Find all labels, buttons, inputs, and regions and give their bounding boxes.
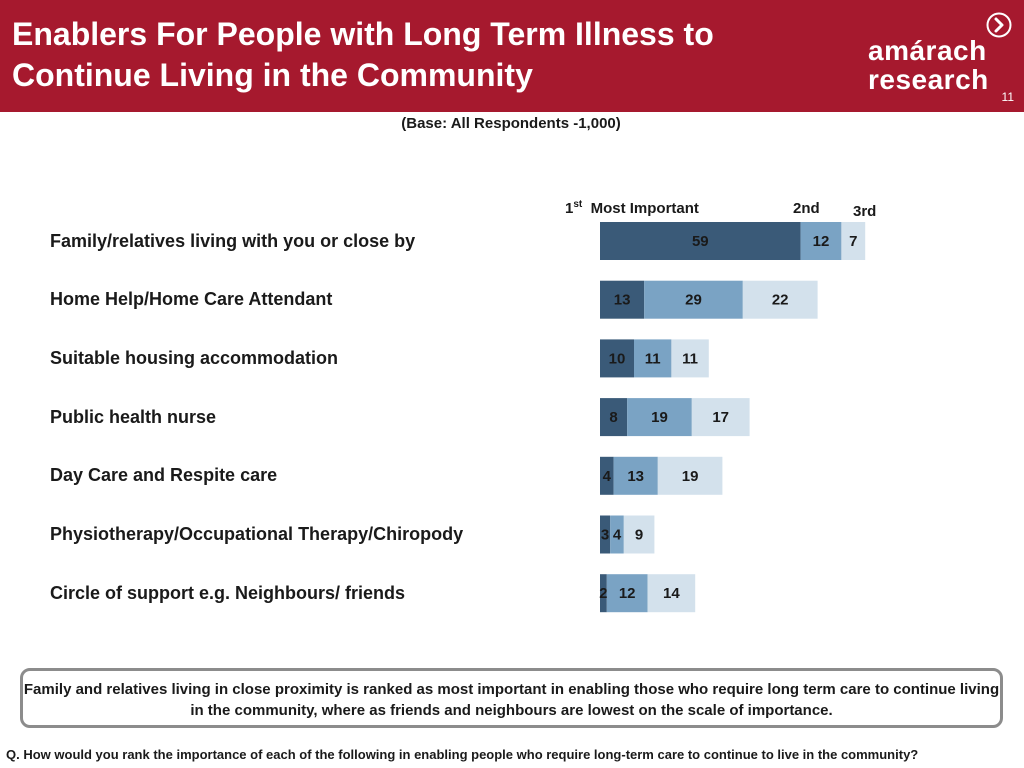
data-label-third-row-4: 17 xyxy=(712,409,729,426)
data-label-third-row-3: 11 xyxy=(682,350,698,367)
bar-first-row-6 xyxy=(600,515,611,554)
row-label-housing: Suitable housing accommodation xyxy=(50,348,339,368)
data-label-first-row-3: 10 xyxy=(609,350,626,367)
logo-line-1: amárach xyxy=(868,35,987,66)
summary-text: Family and relatives living in close pro… xyxy=(23,681,1000,719)
data-label-second-row-6: 4 xyxy=(613,527,622,544)
page-title: Enablers For People with Long Term Illne… xyxy=(12,14,812,96)
data-label-first-row-5: 4 xyxy=(603,468,612,485)
legend-first-rest: Most Important xyxy=(590,200,699,217)
row-label-home-help: Home Help/Home Care Attendant xyxy=(50,289,333,309)
legend-first: 1st Most Important xyxy=(565,199,699,217)
bar-second-row-6 xyxy=(610,515,624,554)
title-line-1: Enablers For People with Long Term Illne… xyxy=(12,16,714,52)
bar-third-row-2 xyxy=(742,280,818,319)
data-label-third-row-1: 7 xyxy=(849,233,857,250)
data-label-first-row-1: 59 xyxy=(692,233,709,250)
bar-second-row-7 xyxy=(606,574,648,613)
data-label-second-row-4: 19 xyxy=(651,409,668,426)
bar-second-row-5 xyxy=(613,456,658,495)
data-label-second-row-3: 11 xyxy=(645,350,661,367)
bar-first-row-5 xyxy=(600,456,614,495)
chevron-circle-icon xyxy=(986,12,1012,38)
legend-first-number: 1 xyxy=(565,200,574,217)
row-label-health-nurse: Public health nurse xyxy=(50,407,217,427)
data-label-second-row-5: 13 xyxy=(627,468,644,485)
data-label-first-row-4: 8 xyxy=(609,409,617,426)
bar-first-row-1 xyxy=(600,222,801,260)
row-label-circle-of-support: Circle of support e.g. Neighbours/ frien… xyxy=(50,583,406,603)
summary-box: Family and relatives living in close pro… xyxy=(20,668,1003,728)
data-label-second-row-2: 29 xyxy=(685,292,702,309)
bar-second-row-4 xyxy=(627,398,692,437)
row-label-family: Family/relatives living with you or clos… xyxy=(50,231,416,251)
logo-line-2: research xyxy=(868,64,989,95)
bar-third-row-1 xyxy=(841,222,866,260)
bar-first-row-3 xyxy=(600,339,634,378)
bar-second-row-1 xyxy=(800,222,842,260)
row-label-physiotherapy: Physiotherapy/Occupational Therapy/Chiro… xyxy=(50,524,464,544)
bar-third-row-3 xyxy=(671,339,709,378)
data-label-third-row-6: 9 xyxy=(635,527,643,544)
bar-second-row-2 xyxy=(644,280,743,319)
page-number: 11 xyxy=(1001,90,1014,104)
logo-wordmark: amárach research xyxy=(868,36,989,94)
row-label-day-care: Day Care and Respite care xyxy=(50,465,278,485)
header-banner: Enablers For People with Long Term Illne… xyxy=(0,0,1024,112)
legend-third: 3rd xyxy=(853,203,877,220)
bar-first-row-4 xyxy=(600,398,628,437)
bar-third-row-4 xyxy=(691,398,750,437)
legend-second: 2nd xyxy=(793,200,820,217)
data-label-first-row-2: 13 xyxy=(614,292,631,309)
question-footnote: Q. How would you rank the importance of … xyxy=(6,747,919,762)
title-line-2: Continue Living in the Community xyxy=(12,57,533,93)
bar-first-row-2 xyxy=(600,280,645,319)
bar-first-row-7 xyxy=(600,574,607,613)
base-note: (Base: All Respondents -1,000) xyxy=(0,115,1024,132)
data-label-third-row-5: 19 xyxy=(682,468,699,485)
company-logo: amárach research xyxy=(866,10,1016,100)
base-note-text: (Base: All Respondents -1,000) xyxy=(401,115,621,132)
data-label-third-row-2: 22 xyxy=(772,292,789,309)
data-label-third-row-7: 14 xyxy=(663,585,680,602)
bar-third-row-5 xyxy=(657,456,723,495)
data-label-second-row-7: 12 xyxy=(619,585,636,602)
bar-third-row-7 xyxy=(647,574,696,613)
bar-second-row-3 xyxy=(634,339,672,378)
bar-third-row-6 xyxy=(623,515,655,554)
data-label-first-row-6: 3 xyxy=(601,527,609,544)
legend-first-sup: st xyxy=(573,199,583,210)
data-label-second-row-1: 12 xyxy=(813,233,830,250)
data-label-first-row-7: 2 xyxy=(599,585,607,602)
